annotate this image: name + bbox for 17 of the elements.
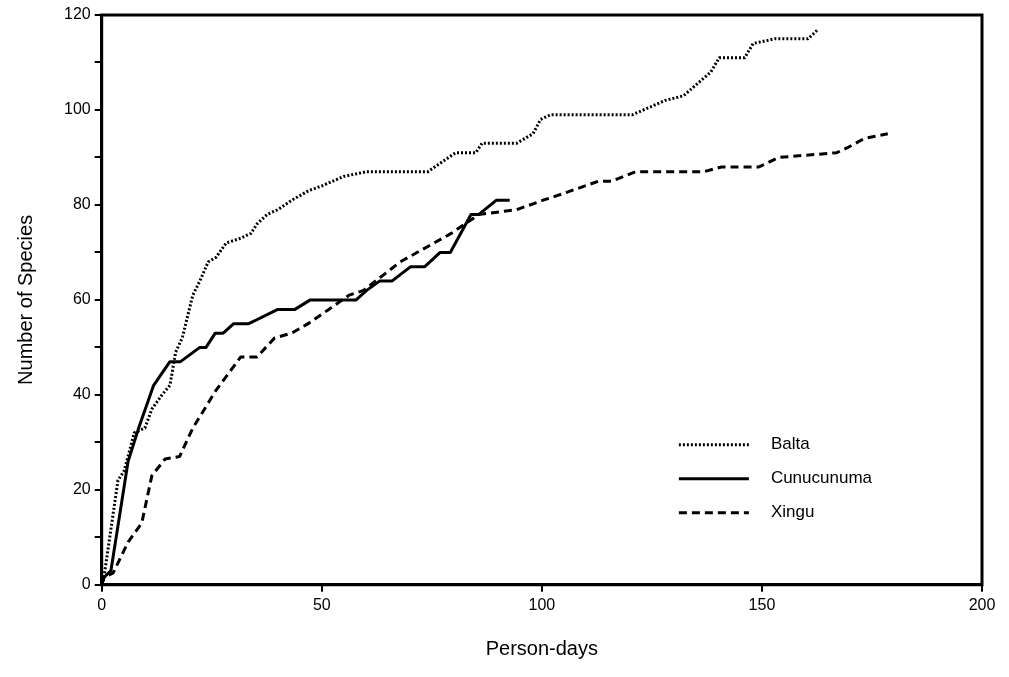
x-axis-title: Person-days <box>485 636 598 659</box>
y-tick-label: 20 <box>72 480 91 498</box>
x-tick-label: 100 <box>528 595 556 613</box>
y-tick-label: 100 <box>63 100 91 118</box>
x-tick-label: 50 <box>312 595 331 613</box>
x-tick-label: 0 <box>97 595 107 613</box>
legend-label: Balta <box>770 434 811 454</box>
legend-label: Cunucunuma <box>770 468 873 488</box>
y-axis-title: Number of Species <box>13 214 36 385</box>
y-tick-label: 0 <box>81 575 91 593</box>
y-tick-label: 80 <box>72 195 91 213</box>
y-tick-label: 40 <box>72 385 91 403</box>
y-tick-label: 60 <box>72 290 91 308</box>
legend-label: Xingu <box>770 502 815 522</box>
x-tick-label: 150 <box>748 595 776 613</box>
y-tick-label: 120 <box>63 5 91 23</box>
x-tick-label: 200 <box>968 595 996 613</box>
